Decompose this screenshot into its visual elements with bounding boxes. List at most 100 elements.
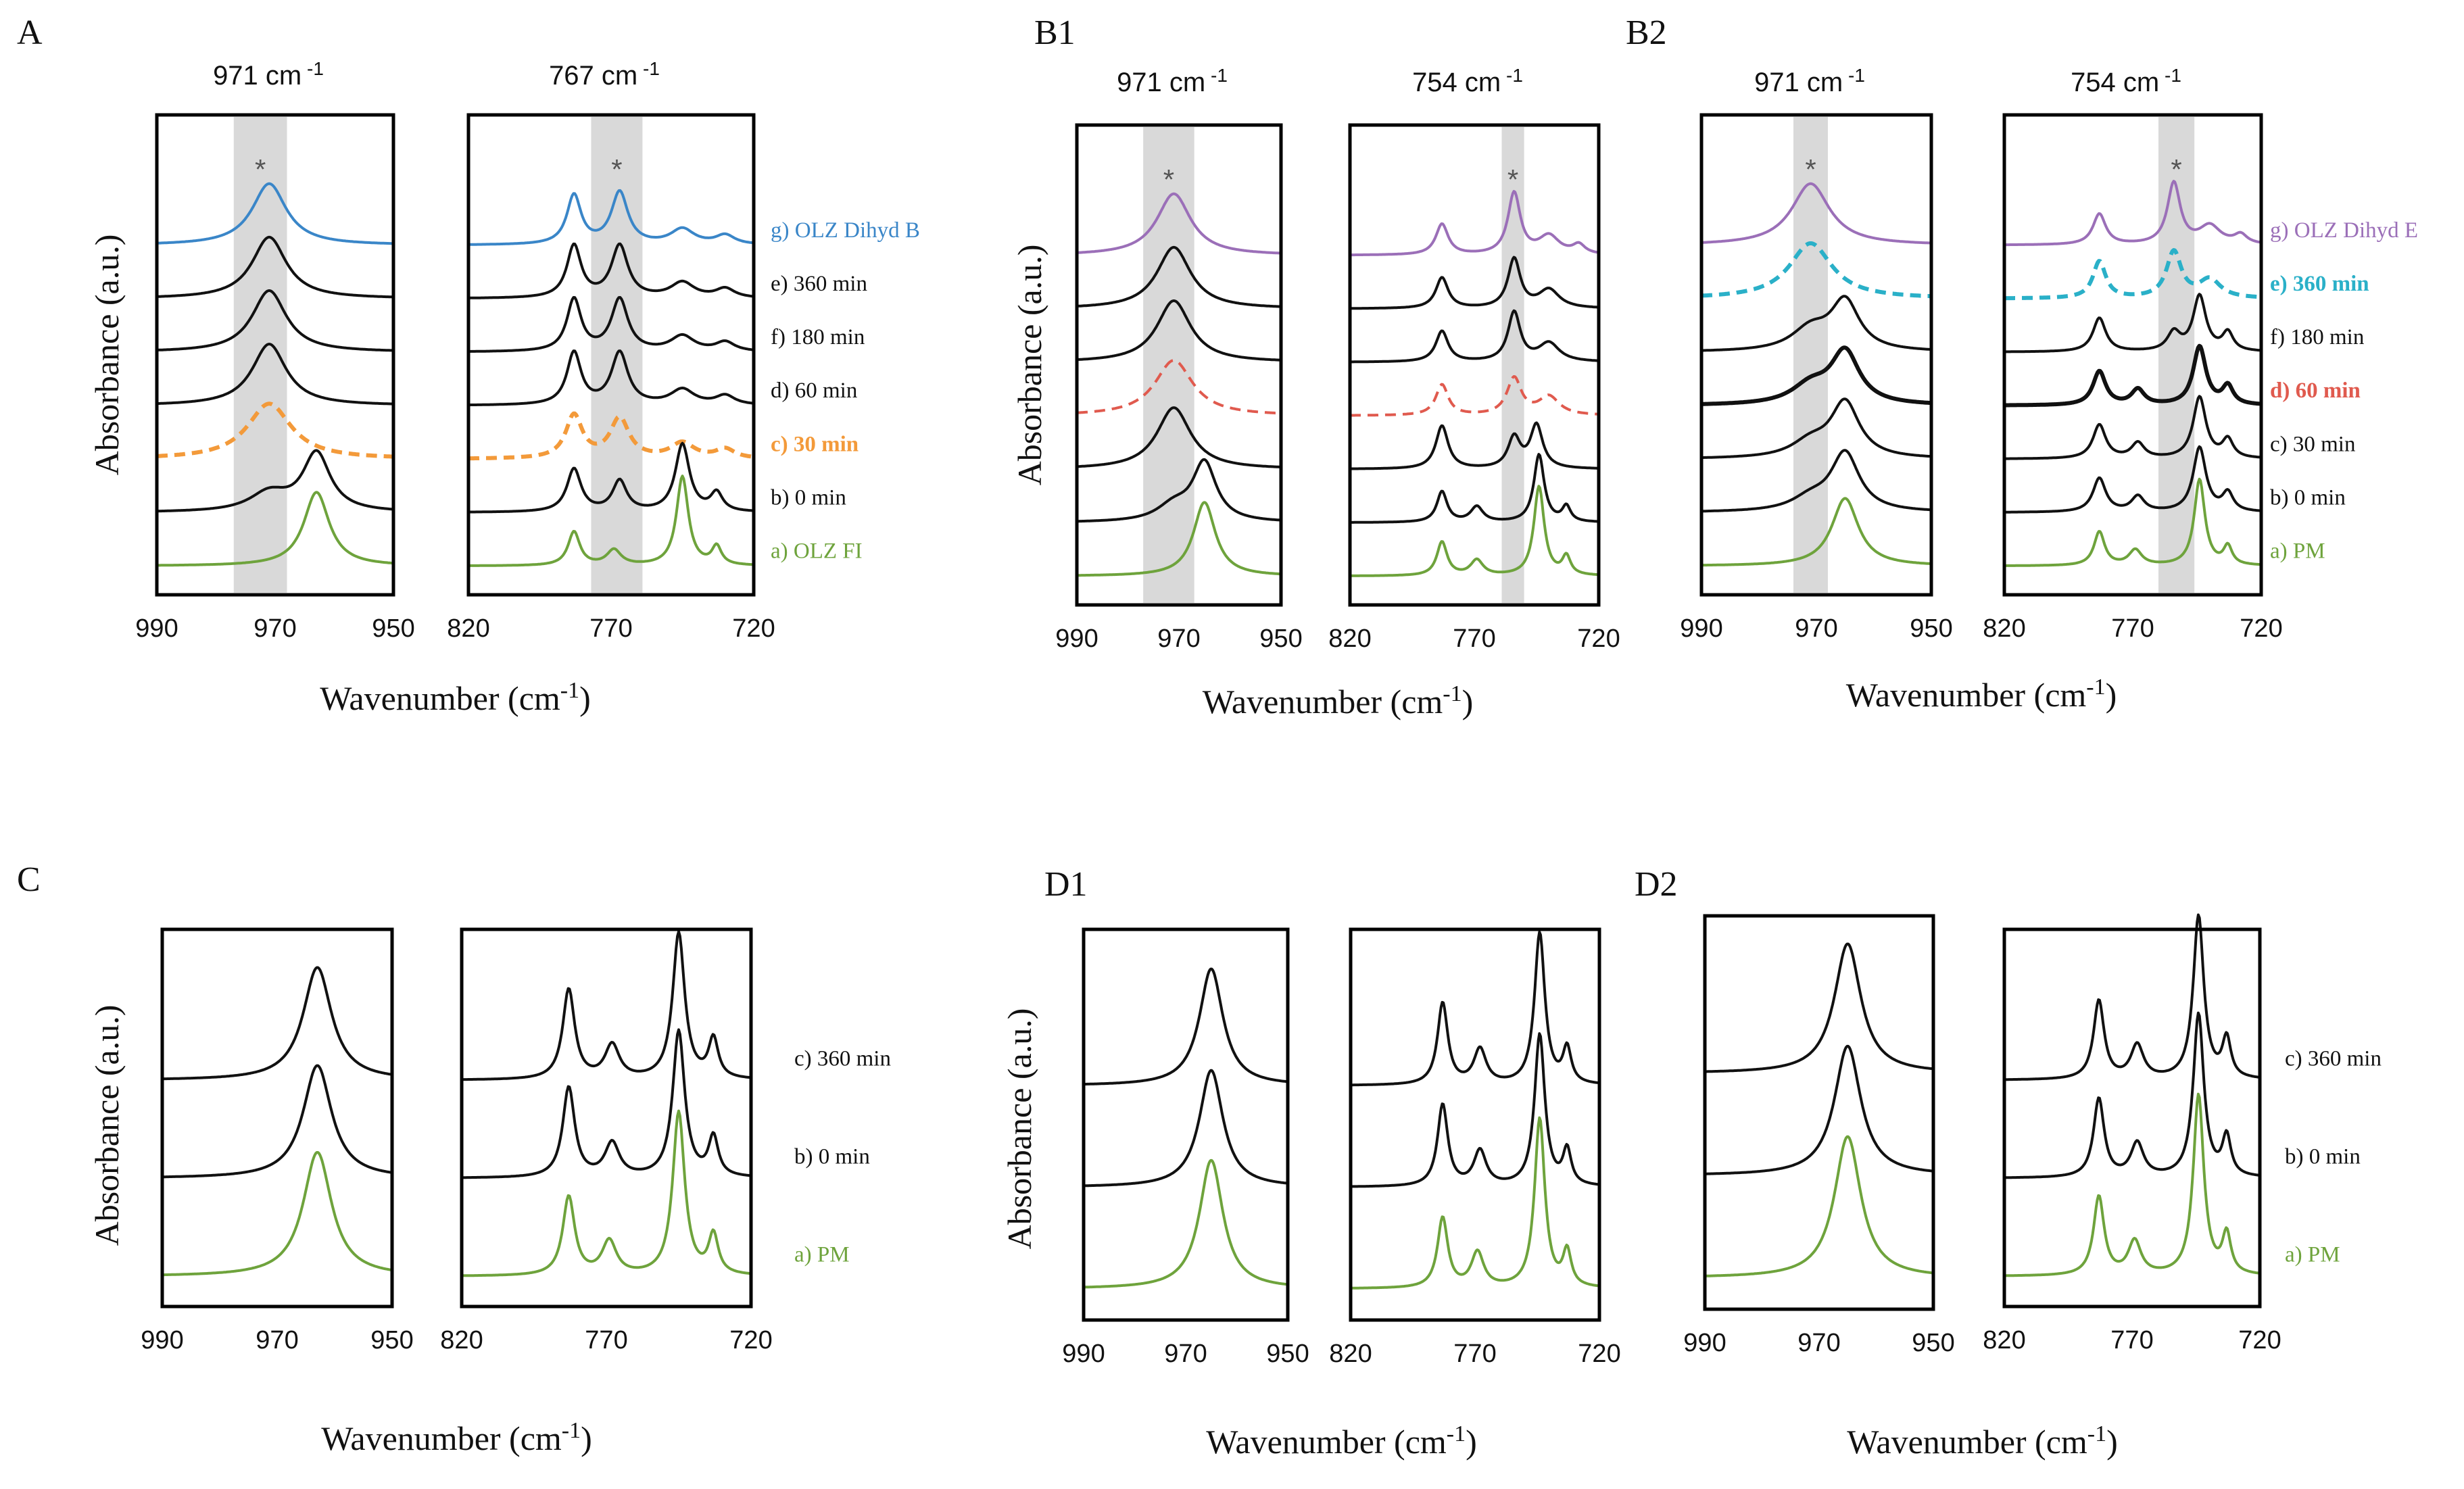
- panel-label: C: [17, 860, 41, 899]
- spectrum-line: [156, 491, 394, 567]
- panel-c: C 990 970 950 820 770 720 c) 360 min b) 0 min a) …: [17, 860, 891, 1457]
- spectrum-line: [1350, 1032, 1600, 1188]
- x-tick-label: 770: [2111, 614, 2154, 643]
- peak-marker: *: [1805, 153, 1816, 185]
- plot-frame: [1699, 113, 1933, 597]
- legend-entry: f) 180 min: [771, 325, 865, 349]
- plot-window-1: 990 970 950: [1062, 927, 1309, 1368]
- x-tick-label: 770: [2110, 1326, 2153, 1354]
- plot-frame: [2002, 113, 2263, 597]
- plot-frame: [466, 113, 756, 597]
- plot-window-2: 820 770 720: [1329, 927, 1621, 1368]
- plot-window-2: * 754 cm -1 820 770 720: [1983, 65, 2282, 643]
- spectrum-line: [1083, 1069, 1288, 1188]
- plot-frame: [1082, 927, 1290, 1322]
- x-tick-label: 950: [372, 614, 414, 643]
- spectrum-line: [2004, 180, 2262, 247]
- x-tick-label: 820: [1983, 614, 2025, 643]
- spectrum-line: [1701, 497, 1932, 567]
- legend-entry: g) OLZ Dihyd E: [2270, 218, 2418, 243]
- spectrum-line: [2004, 1011, 2261, 1179]
- peak-marker: *: [2171, 153, 2181, 185]
- plot-window-1: * 971 cm -1 990 970 950: [135, 58, 414, 643]
- legend-entry: e) 360 min: [771, 272, 867, 296]
- x-tick-label: 770: [1453, 1340, 1496, 1368]
- spectrum-line: [2004, 445, 2262, 514]
- spectrum-line: [1704, 1044, 1934, 1175]
- spectrum-line: [1350, 930, 1600, 1087]
- x-tick-label: 990: [1680, 614, 1722, 643]
- x-tick-label: 950: [370, 1326, 413, 1354]
- x-tick-label: 970: [253, 614, 296, 643]
- spectrum-line: [1349, 453, 1599, 524]
- panel-label: B2: [1626, 14, 1667, 52]
- spectrum-line: [461, 930, 752, 1081]
- spectrum-line: [2004, 1092, 2261, 1277]
- spectrum-line: [1700, 345, 1933, 406]
- plot-window-1: 990 970 950: [1683, 914, 1955, 1357]
- legend-entry: g) OLZ Dihyd B: [771, 218, 920, 243]
- spectrum-line: [461, 1109, 752, 1277]
- legend-entry: d) 60 min: [771, 379, 857, 403]
- plot-window-1: 990 970 950: [141, 927, 414, 1354]
- legend-entry: a) PM: [794, 1243, 850, 1267]
- legend-entry: b) 0 min: [2270, 485, 2346, 510]
- spectrum-line: [1076, 245, 1282, 308]
- plot-window-2: 820 770 720: [1983, 913, 2281, 1354]
- spectrum-line: [1701, 397, 1932, 459]
- spectrum-line: [1704, 1135, 1934, 1277]
- spectrum-line: [2004, 477, 2262, 567]
- panel-d1: D1 990 970 950 820 770 720 Absorbance (a.u.) Wav…: [1000, 865, 1621, 1461]
- spectrum-line: [156, 289, 394, 352]
- spectrum-line: [468, 242, 754, 299]
- legend-entry: b) 0 min: [771, 485, 846, 510]
- peak-marker: *: [1163, 164, 1174, 195]
- legend-entry: f) 180 min: [2270, 325, 2364, 349]
- spectrum-line: [162, 966, 393, 1081]
- spectrum-line: [1076, 192, 1282, 255]
- x-axis-title: Wavenumber (cm-1): [320, 678, 591, 717]
- legend-entry: c) 30 min: [2270, 432, 2355, 456]
- spectrum-line: [1349, 485, 1599, 577]
- spectrum-line: [2004, 913, 2261, 1081]
- highlight-band: [1501, 127, 1524, 603]
- spectrum-line: [1350, 1116, 1600, 1290]
- x-tick-label: 820: [447, 614, 489, 643]
- spectrum-line: [1076, 501, 1282, 577]
- x-tick-label: 990: [141, 1326, 183, 1354]
- y-axis-title: Absorbance (a.u.): [1000, 1008, 1038, 1250]
- plot-frame: [460, 927, 753, 1309]
- spectrum-line: [1349, 375, 1599, 417]
- spectrum-line: [1704, 942, 1934, 1073]
- spectrum-line: [1083, 1158, 1288, 1289]
- spectrum-line: [156, 343, 394, 406]
- x-tick-label: 970: [1797, 1329, 1840, 1357]
- plot-window-1: * 971 cm -1 990 970 950: [1055, 65, 1302, 653]
- peak-title: 971 cm -1: [213, 58, 324, 91]
- plot-window-1: * 971 cm -1 990 970 950: [1680, 65, 1952, 643]
- panel-label: A: [17, 14, 43, 52]
- spectrum-line: [1349, 309, 1599, 364]
- plot-frame: [155, 113, 395, 597]
- x-tick-label: 720: [1578, 1340, 1620, 1368]
- y-axis-title: Absorbance (a.u.): [88, 1005, 126, 1246]
- x-tick-label: 970: [256, 1326, 298, 1354]
- panel-label: D2: [1635, 865, 1678, 904]
- spectrum-line: [162, 1151, 393, 1277]
- x-tick-label: 720: [2238, 1326, 2281, 1354]
- peak-title: 754 cm -1: [2071, 65, 2181, 97]
- x-tick-label: 770: [589, 614, 632, 643]
- peak-marker: *: [255, 153, 266, 185]
- peak-marker: *: [611, 153, 622, 185]
- highlight-band: [1793, 117, 1828, 593]
- x-tick-label: 770: [1453, 625, 1495, 653]
- x-axis-title: Wavenumber (cm-1): [1206, 1421, 1477, 1461]
- x-axis-title: Wavenumber (cm-1): [1203, 681, 1474, 721]
- legend-entry: c) 30 min: [771, 432, 859, 456]
- x-tick-label: 820: [440, 1326, 483, 1354]
- x-tick-label: 950: [1266, 1340, 1309, 1368]
- x-tick-label: 990: [1055, 625, 1098, 653]
- highlight-band: [1143, 127, 1194, 603]
- spectrum-line: [1701, 449, 1932, 513]
